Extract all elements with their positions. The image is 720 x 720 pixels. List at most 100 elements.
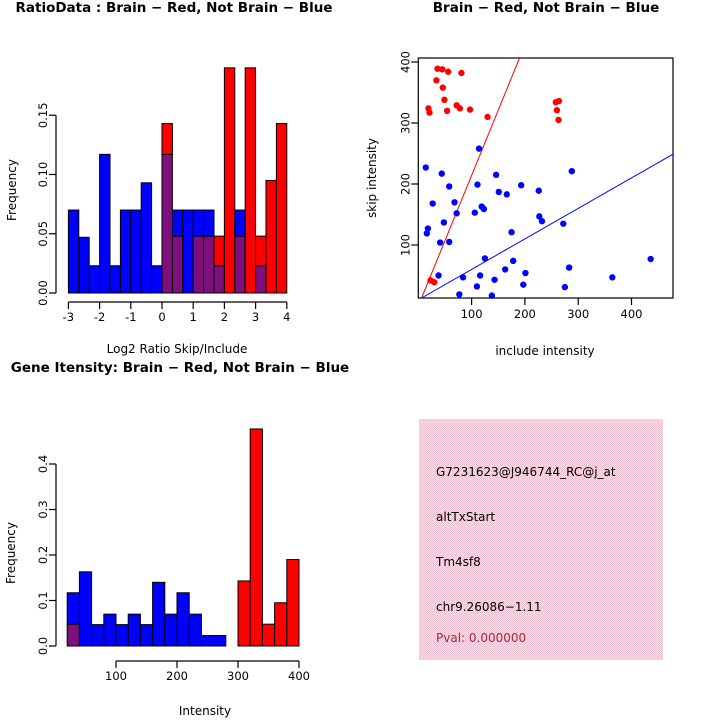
hist-bar <box>286 559 300 647</box>
event-type-text: altTxStart <box>436 510 496 524</box>
y-tick-label: 0.1 <box>36 591 50 609</box>
y-tick-label: 0.00 <box>36 280 50 306</box>
hist-bar <box>249 428 263 647</box>
hist-bar-overlap <box>192 235 205 294</box>
hist-bar-overlap <box>203 235 215 294</box>
probe-id-text: G7231623@J946744_RC@j_at <box>436 465 616 479</box>
scatter-point <box>495 188 502 196</box>
y-tick-label: 100 <box>398 234 412 256</box>
hist-bar <box>119 209 132 294</box>
hist-bar <box>255 235 267 267</box>
hist-bar <box>182 209 194 294</box>
x-tick-label: 3 <box>252 310 259 324</box>
hist-bar <box>103 613 117 647</box>
scatter-point <box>453 210 460 217</box>
hist-bar <box>115 624 129 647</box>
y-tick-label: 0.3 <box>36 500 50 518</box>
scatter-point <box>441 96 448 104</box>
x-tick-label: 1 <box>190 310 197 324</box>
x-tick-label: 200 <box>166 669 188 683</box>
x-tick-label: 100 <box>105 669 127 683</box>
scatter-point <box>491 276 498 283</box>
panel-title: Brain − Red, Not Brain − Blue <box>432 0 660 16</box>
scatter-point <box>492 171 500 179</box>
pval-text: Pval: 0.000000 <box>436 631 527 645</box>
scatter-point <box>459 274 467 281</box>
scatter-point <box>424 225 432 232</box>
y-tick-label: 300 <box>398 112 412 134</box>
hist-bar <box>78 571 93 647</box>
x-tick-label: -3 <box>63 310 74 324</box>
scatter-point <box>429 200 436 207</box>
gene-name-text: Tm4sf8 <box>436 555 481 569</box>
hist-bar <box>88 265 101 294</box>
hist-bar-overlap <box>255 265 267 294</box>
hist-bar <box>275 123 288 294</box>
hist-bar <box>152 581 166 647</box>
gene-intensity-histogram-chart: 0.0 0.1 0.2 0.3 0.4 100 200 300 400 <box>36 428 310 683</box>
scatter-point <box>471 209 478 216</box>
scatter-point <box>456 291 463 298</box>
hist-bar <box>130 209 142 294</box>
hist-bar-overlap <box>171 235 184 294</box>
scatter-point <box>501 266 509 273</box>
scatter-point <box>536 213 543 220</box>
hist-bar <box>192 209 205 237</box>
scatter-point <box>446 183 453 190</box>
x-tick-label: 2 <box>221 310 228 324</box>
ratio-histogram-chart: 0.00 0.05 0.10 0.15 -3 -2 -1 0 1 2 3 4 <box>36 67 290 324</box>
scatter-point <box>520 281 527 288</box>
gene-info-panel: G7231623@J946744_RC@j_at altTxStart Tm4s… <box>360 360 720 720</box>
hist-bar <box>151 265 163 294</box>
hist-bar <box>203 209 215 237</box>
scatter-point <box>423 230 431 237</box>
scatter-point <box>488 292 496 299</box>
scatter-point <box>476 272 484 279</box>
hist-bar <box>244 67 257 294</box>
scatter-point <box>553 106 561 114</box>
scatter-point <box>647 255 654 263</box>
scatter-point <box>560 220 567 227</box>
scatter-point <box>555 97 563 105</box>
scatter-point <box>535 187 542 194</box>
hist-bar <box>274 602 288 647</box>
hist-bar <box>66 592 80 625</box>
scatter-point <box>444 68 452 75</box>
reference-line <box>421 153 674 299</box>
hist-bar <box>223 67 236 294</box>
plot-box <box>417 57 674 299</box>
hist-bar <box>200 635 215 647</box>
scatter-point <box>431 279 438 286</box>
scatter-point <box>517 182 525 189</box>
hist-bar-overlap <box>161 153 173 294</box>
gene-info-box: G7231623@J946744_RC@j_at altTxStart Tm4s… <box>419 419 663 660</box>
scatter-point <box>438 170 445 177</box>
scatter-point <box>440 219 448 226</box>
x-tick-label: 300 <box>567 307 589 321</box>
hist-bar <box>140 182 153 294</box>
scatter-point <box>426 109 433 116</box>
scatter-point <box>481 255 489 262</box>
scatter-point <box>561 283 569 291</box>
y-tick-label: 400 <box>398 51 412 73</box>
hist-bar <box>127 613 141 647</box>
hist-bar-overlap <box>234 235 246 294</box>
scatter-point <box>473 283 481 290</box>
scatter-point <box>433 77 440 84</box>
hist-bar <box>234 209 246 237</box>
scatter-point <box>466 106 474 113</box>
scatter-point <box>555 116 562 124</box>
hist-bar-overlap <box>213 265 225 294</box>
hist-bar <box>176 592 190 647</box>
x-tick-label: 400 <box>621 307 643 321</box>
scatter-point <box>422 164 429 171</box>
panel-title: Gene Itensity: Brain − Red, Not Brain − … <box>10 360 350 376</box>
hist-bar <box>109 265 121 294</box>
hist-bar <box>139 624 154 647</box>
scatter-point <box>436 239 444 246</box>
scatter-point <box>435 272 442 279</box>
x-tick-label: -1 <box>125 310 136 324</box>
scatter-point <box>568 167 576 175</box>
scatter-point <box>565 264 573 271</box>
